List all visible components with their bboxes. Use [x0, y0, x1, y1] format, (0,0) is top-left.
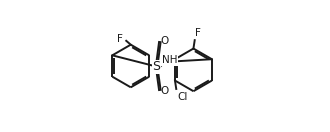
- Text: NH: NH: [162, 55, 177, 65]
- Text: Cl: Cl: [177, 91, 187, 102]
- Text: O: O: [161, 36, 169, 46]
- Text: F: F: [195, 28, 201, 38]
- Text: O: O: [161, 86, 169, 96]
- Text: F: F: [117, 34, 123, 44]
- Text: S: S: [152, 60, 161, 73]
